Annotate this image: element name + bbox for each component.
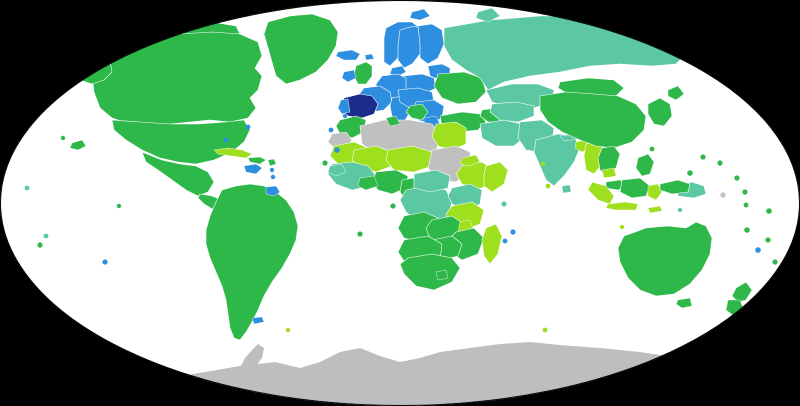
island-taiwan xyxy=(649,146,655,152)
island-reunion xyxy=(510,229,516,235)
island-maldives xyxy=(545,183,551,189)
region-mexico xyxy=(141,151,215,197)
region-new-zealand xyxy=(731,281,753,303)
island-samoa xyxy=(766,208,772,214)
region-sri-lanka xyxy=(561,184,572,194)
region-ireland xyxy=(341,69,357,83)
island-svalbard xyxy=(409,8,431,21)
island-indian-se xyxy=(619,224,625,230)
region-korea-japan xyxy=(647,97,673,127)
region-lesotho xyxy=(435,269,449,281)
region-finland xyxy=(417,23,445,65)
island-sao-tome xyxy=(390,203,396,209)
island-fiji xyxy=(772,259,778,265)
island-galapagos xyxy=(116,203,122,209)
region-tunisia xyxy=(385,115,401,127)
island-micronesia-2 xyxy=(717,160,723,166)
island-guam xyxy=(720,192,726,198)
island-madeira xyxy=(328,127,334,133)
region-china xyxy=(539,91,647,149)
antarctic-peninsula xyxy=(238,344,264,374)
region-sulawesi xyxy=(647,183,663,201)
island-bermuda xyxy=(223,137,229,143)
island-pacific-w3 xyxy=(24,185,30,191)
island-seychelles xyxy=(501,201,507,207)
island-nauru xyxy=(743,202,749,208)
region-hispaniola xyxy=(247,156,267,165)
island-torres xyxy=(677,207,683,213)
region-denmark xyxy=(389,65,407,77)
island-martinique xyxy=(270,174,276,180)
region-timor xyxy=(647,205,663,214)
region-caribbean-islands xyxy=(267,158,277,167)
region-french-guiana xyxy=(265,185,281,197)
island-micronesia-1 xyxy=(700,154,706,160)
region-japan-north xyxy=(667,85,685,101)
region-madagascar xyxy=(481,223,503,265)
region-portugal-strip xyxy=(337,98,351,115)
island-tuvalu xyxy=(697,246,703,252)
island-novaya-zemlya xyxy=(475,7,501,23)
region-greenland xyxy=(263,13,339,85)
island-hawaii-nw xyxy=(60,135,66,141)
region-borneo xyxy=(619,177,651,199)
region-somalia xyxy=(483,161,509,193)
region-tasmania xyxy=(675,297,693,309)
island-pacific-w1 xyxy=(37,242,43,248)
island-bahamas xyxy=(202,140,208,146)
region-balkans-nonEU xyxy=(405,103,429,121)
region-central-asia xyxy=(489,101,535,123)
region-ukraine-belarus xyxy=(433,71,487,105)
island-solomon xyxy=(744,227,750,233)
island-falklands xyxy=(251,316,265,325)
region-car xyxy=(413,169,451,193)
island-pacific-sw xyxy=(102,259,108,265)
region-ghana-togo xyxy=(357,175,379,191)
island-cape-verde xyxy=(322,160,328,166)
island-new-caledonia xyxy=(755,247,761,253)
island-canary xyxy=(334,147,340,153)
region-australia xyxy=(617,221,713,297)
island-marshall xyxy=(734,175,740,181)
island-azores xyxy=(342,113,348,119)
island-mauritius xyxy=(502,238,508,244)
region-iceland xyxy=(335,49,361,61)
region-south-america xyxy=(205,183,299,341)
region-cambodia xyxy=(601,167,617,179)
island-laccadive xyxy=(540,161,546,167)
island-caribbean-w xyxy=(182,167,188,173)
island-guadeloupe xyxy=(269,167,275,173)
region-papua-new-guinea xyxy=(659,179,691,195)
region-eritrea xyxy=(459,154,481,167)
region-guinea xyxy=(327,163,347,177)
island-pacific-w2 xyxy=(43,233,49,239)
island-atlantic-ne xyxy=(245,124,251,130)
island-st-helena xyxy=(357,231,363,237)
island-south-georgia xyxy=(285,327,291,333)
region-south-africa xyxy=(399,253,461,291)
region-venezuela-guyana-edge xyxy=(243,163,263,175)
island-kiribati xyxy=(742,189,748,195)
island-kerguelen xyxy=(542,327,548,333)
region-philippines xyxy=(635,153,655,177)
island-faroe xyxy=(364,53,375,61)
island-palau xyxy=(687,170,693,176)
island-vanuatu xyxy=(765,237,771,243)
island-hawaii xyxy=(69,139,87,151)
region-niger-chad xyxy=(385,145,433,173)
region-java xyxy=(605,201,639,211)
region-cuba xyxy=(213,147,253,159)
